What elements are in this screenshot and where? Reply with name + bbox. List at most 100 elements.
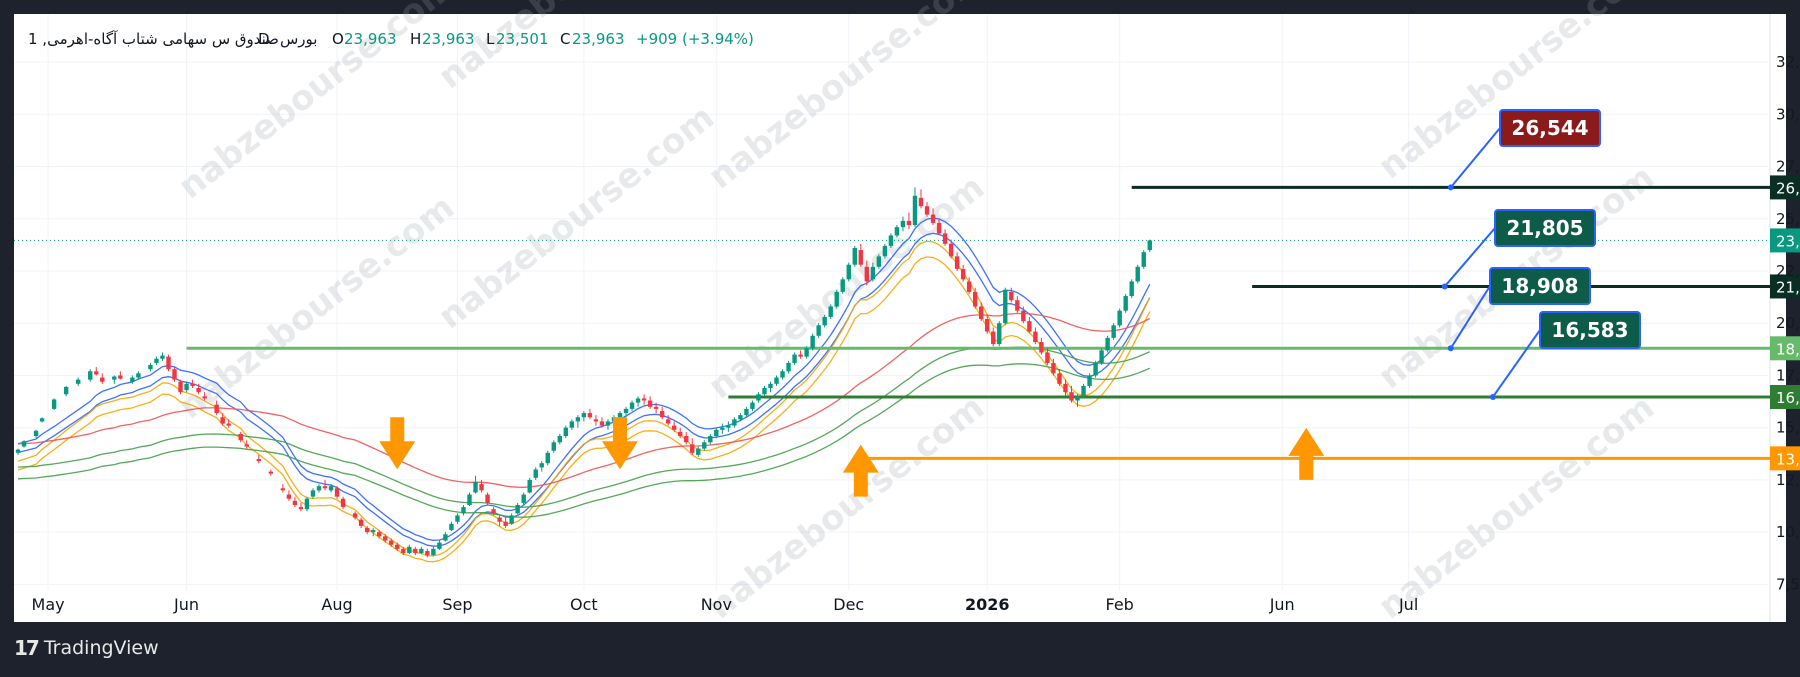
candle-body (286, 494, 292, 499)
candle-body (979, 306, 984, 320)
level-price-label: 18,800 (1776, 340, 1800, 358)
candle-body (485, 494, 490, 503)
candle-body (1009, 291, 1014, 301)
candle-body (629, 402, 635, 409)
candle-body (1081, 385, 1086, 397)
candle-body (936, 222, 942, 234)
candle-body (214, 404, 219, 414)
candle-body (112, 376, 117, 380)
candle-body (1015, 300, 1020, 311)
candle-body (304, 498, 310, 510)
candle-body (798, 354, 803, 357)
x-tick-label: Jun (1269, 595, 1295, 614)
candle-body (340, 498, 346, 508)
candle-body (1129, 281, 1134, 297)
candle-body (1051, 362, 1056, 374)
candle-body (178, 381, 183, 393)
candle-body (623, 408, 629, 414)
candle-body (136, 373, 141, 378)
high-value: 23,963 (422, 30, 475, 48)
level-price-label: 16,470 (1776, 389, 1800, 407)
candle-body (599, 421, 605, 426)
y-tick-label: 32,500 (1776, 53, 1800, 71)
candle-body (33, 430, 39, 437)
candle-body (521, 494, 526, 503)
candle-body (822, 316, 827, 326)
candle-body (659, 410, 665, 418)
candle-body (858, 250, 863, 265)
candle-body (196, 387, 201, 393)
candle-body (63, 386, 69, 395)
tradingview-logo[interactable]: 17 TradingView (14, 636, 159, 660)
callout-leader (1449, 285, 1491, 349)
y-tick-label: 17,500 (1776, 366, 1800, 384)
candle-body (708, 436, 713, 443)
candle-body (696, 448, 701, 455)
callout-label: 21,805 (1506, 216, 1583, 240)
callout-label: 26,544 (1511, 116, 1588, 140)
candle-body (557, 436, 562, 443)
candle-body (1045, 352, 1050, 363)
candle-body (852, 248, 857, 265)
candle-body (605, 421, 611, 426)
candle-body (322, 486, 328, 489)
candle-body (76, 379, 81, 384)
x-tick-label: 2026 (965, 595, 1010, 614)
candlesticks (15, 187, 1152, 558)
x-tick-label: Nov (701, 595, 732, 614)
candle-body (395, 544, 400, 549)
candle-body (744, 408, 749, 416)
candle-body (370, 530, 376, 533)
candle-body (948, 243, 954, 257)
candle-body (653, 406, 659, 409)
candle-body (497, 517, 502, 522)
candle-body (244, 444, 249, 447)
y-tick-label: 20,000 (1776, 314, 1800, 332)
candle-body (1135, 266, 1140, 282)
arrow-up-icon (1288, 427, 1325, 480)
candle-body (882, 245, 888, 257)
candle-body (551, 442, 556, 451)
close-value: 23,963 (572, 30, 625, 48)
current-price-label: 23,963 (1776, 232, 1800, 250)
level-price-tag (1770, 175, 1800, 200)
price-callouts[interactable]: 26,544 21,805 18,908 16,583 (1441, 109, 1641, 400)
candle-body (154, 358, 159, 363)
grid (14, 14, 1770, 590)
x-tick-label: Dec (833, 595, 864, 614)
arrow-annotations[interactable] (379, 417, 1325, 497)
candle-body (1057, 373, 1062, 384)
candle-body (389, 540, 394, 545)
candle-body (202, 396, 207, 399)
candle-body (527, 479, 532, 493)
time-axis[interactable]: May Jun Aug Sep Oct Nov Dec 2026 Feb Jun Jul (32, 595, 1419, 614)
candle-body (828, 306, 833, 317)
interval: D (258, 30, 270, 48)
level-price-tag (1770, 336, 1800, 361)
candle-body (88, 371, 93, 380)
candle-body (100, 377, 105, 382)
level-price-label: 21,760 (1776, 278, 1800, 296)
candle-body (780, 371, 785, 378)
candle-body (413, 548, 418, 554)
candle-body (1123, 296, 1128, 311)
candle-body (377, 532, 382, 537)
callout-box (1539, 311, 1641, 349)
price-axis[interactable]: 32,500 30,000 27,500 25,000 22,500 20,000 17,5… (1776, 53, 1800, 593)
horizontal-levels[interactable]: 26,500 21,760 18,800 16,470 13,533 23,963 (14, 175, 1800, 471)
candle-body (1069, 392, 1074, 401)
candle-body (1063, 383, 1068, 393)
candle-body (190, 383, 195, 386)
change-value: +909 (+3.94%) (636, 30, 754, 48)
y-tick-label: 22,500 (1776, 262, 1800, 280)
candle-body (364, 527, 370, 533)
open-value: 23,963 (344, 30, 397, 48)
candle-body (641, 398, 647, 401)
candle-body (671, 425, 677, 430)
candle-body (437, 542, 442, 549)
level-price-tag (1770, 446, 1800, 471)
candle-body (768, 383, 773, 388)
candle-body (569, 421, 575, 428)
candle-body (352, 513, 358, 518)
